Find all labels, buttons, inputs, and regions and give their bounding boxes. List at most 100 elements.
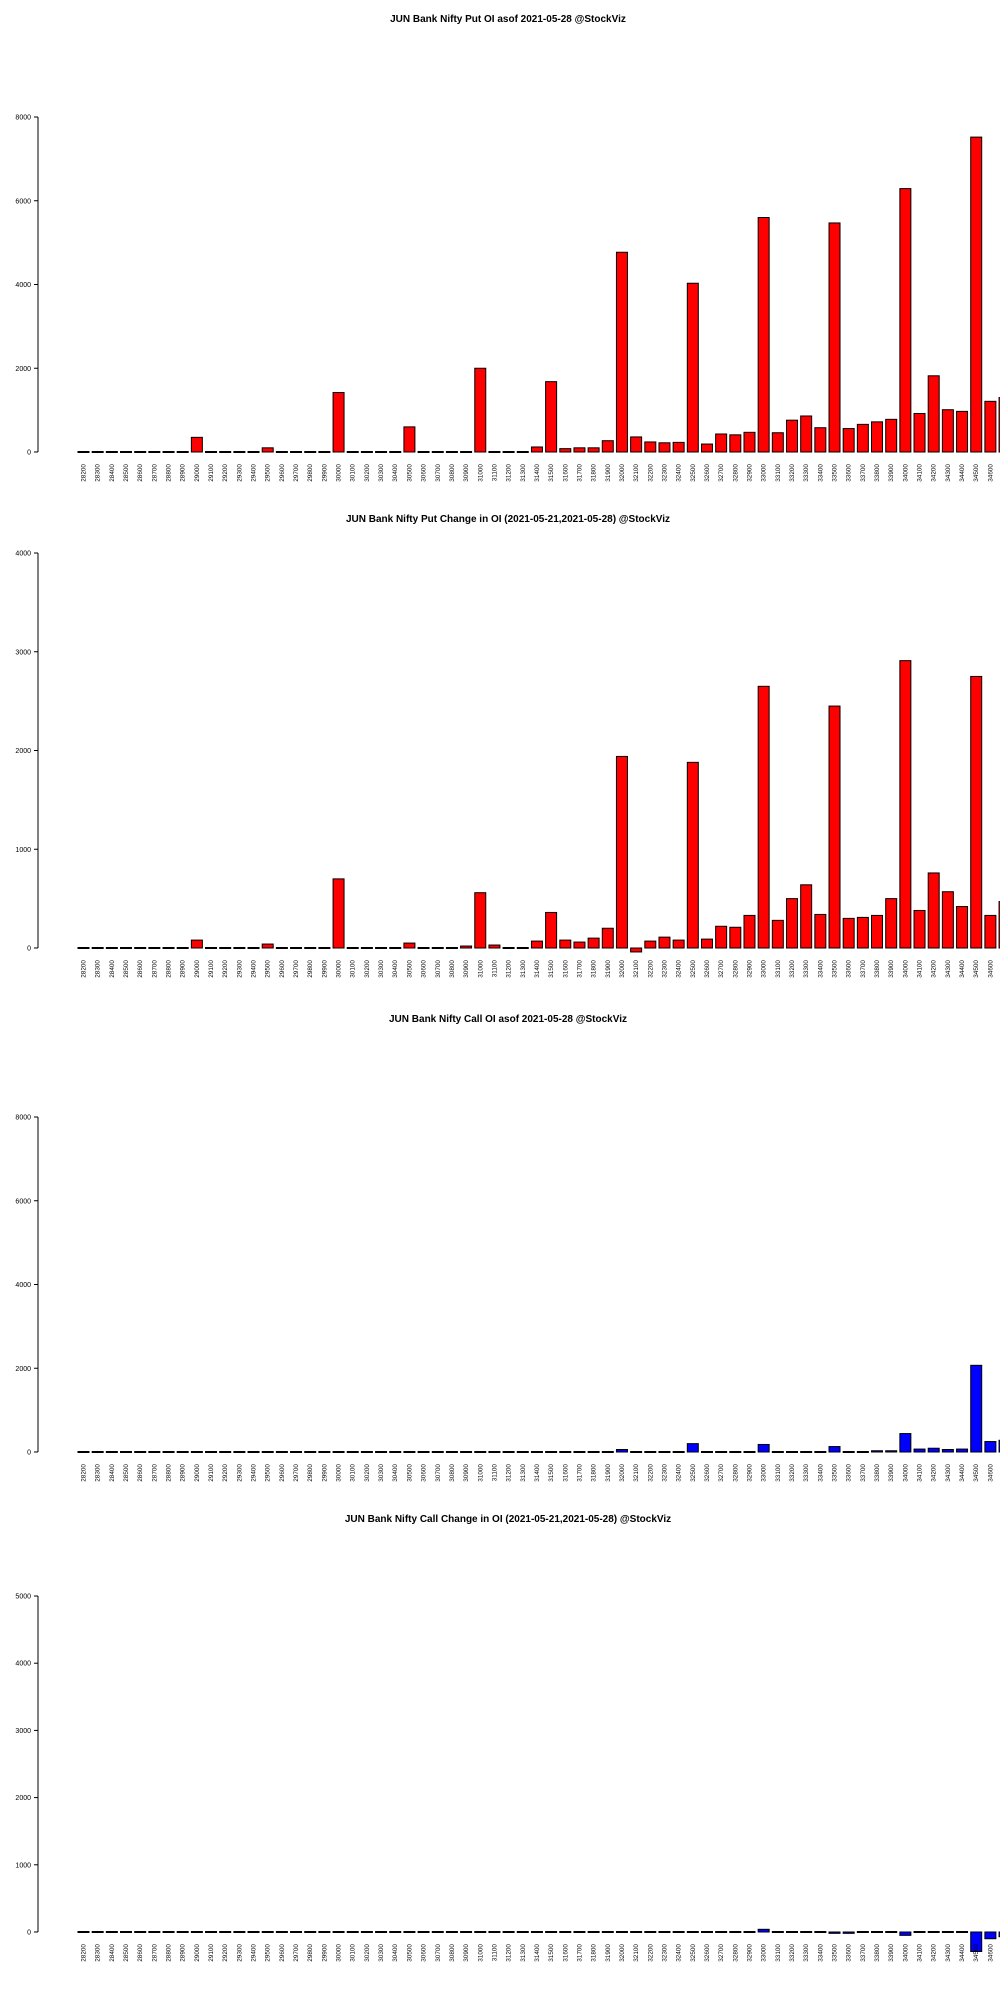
bar-30000 [332, 392, 345, 453]
bar-33400 [814, 427, 827, 453]
bar-31100 [488, 1451, 501, 1453]
chart-panel: JUN Bank Nifty Put Change in OI (2021-05… [15, 514, 1000, 978]
x-tick-label: 31500 [548, 1464, 555, 1482]
x-tick-label: 30000 [336, 1944, 343, 1962]
x-tick-label: 29400 [251, 1464, 258, 1482]
bar-30200 [360, 1451, 373, 1453]
x-tick-label: 31900 [605, 1464, 612, 1482]
bar-29600 [275, 1451, 288, 1453]
x-tick-label: 28900 [180, 1944, 187, 1962]
x-tick-label: 30900 [463, 1464, 470, 1482]
x-tick-label: 30100 [350, 1464, 357, 1482]
x-tick-label: 31100 [491, 1944, 498, 1962]
bar-32000 [615, 1931, 628, 1933]
bar-29400 [247, 451, 260, 453]
bar-30600 [417, 1931, 430, 1933]
x-tick-label: 30500 [406, 960, 413, 978]
x-tick-label: 33500 [832, 1944, 839, 1962]
bar-30400 [389, 1931, 402, 1933]
bar-32800 [729, 1931, 742, 1933]
bar-31600 [559, 1451, 572, 1453]
chart-title: JUN Bank Nifty Put Change in OI (2021-05… [346, 514, 670, 525]
x-tick-label: 32700 [718, 464, 725, 482]
bar-31400 [530, 940, 543, 949]
x-tick-label: 29200 [222, 464, 229, 482]
bar-28800 [162, 1931, 175, 1933]
x-tick-label: 30700 [435, 1464, 442, 1482]
bar-34500 [970, 1931, 983, 1952]
bar-29000 [190, 939, 203, 949]
bar-32600 [700, 443, 713, 453]
y-tick-label: 2000 [15, 366, 31, 373]
x-tick-label: 30700 [435, 960, 442, 978]
bar-33100 [771, 919, 784, 949]
bar-31500 [545, 911, 558, 949]
bar-28700 [148, 1451, 161, 1453]
x-tick-label: 34400 [959, 1944, 966, 1962]
bar-33700 [856, 1931, 869, 1933]
bar-30800 [445, 1931, 458, 1933]
x-tick-label: 28200 [81, 464, 88, 482]
bar-29900 [318, 1451, 331, 1453]
x-tick-label: 29600 [279, 464, 286, 482]
bar-29900 [318, 1931, 331, 1933]
x-tick-label: 30800 [449, 960, 456, 978]
x-tick-label: 31600 [562, 960, 569, 978]
x-tick-label: 30400 [392, 960, 399, 978]
bar-29900 [318, 451, 331, 453]
x-tick-label: 34600 [987, 464, 994, 482]
x-tick-label: 33400 [817, 1944, 824, 1962]
x-tick-label: 32600 [704, 960, 711, 978]
x-tick-label: 31000 [477, 1464, 484, 1482]
x-tick-label: 33900 [888, 464, 895, 482]
x-tick-label: 29100 [208, 464, 215, 482]
bar-29000 [190, 436, 203, 453]
bar-33700 [856, 423, 869, 453]
bar-33500 [828, 1931, 841, 1934]
y-tick-label: 6000 [15, 1198, 31, 1205]
x-tick-label: 31400 [534, 1944, 541, 1962]
bar-31300 [516, 1931, 529, 1933]
bar-33800 [871, 421, 884, 453]
bar-31000 [474, 367, 487, 453]
x-tick-label: 32000 [619, 464, 626, 482]
bar-30100 [346, 1451, 359, 1453]
bar-29300 [233, 947, 246, 949]
bar-30700 [431, 1451, 444, 1453]
bar-32500 [686, 282, 699, 453]
bar-30400 [389, 451, 402, 453]
bar-34300 [941, 1931, 954, 1933]
bar-34100 [913, 1448, 926, 1453]
bar-34300 [941, 891, 954, 949]
x-tick-label: 29800 [307, 960, 314, 978]
x-tick-label: 33700 [860, 960, 867, 978]
bar-30300 [375, 1931, 388, 1933]
bar-30300 [375, 1451, 388, 1453]
bar-30700 [431, 1931, 444, 1933]
x-tick-label: 32500 [690, 1464, 697, 1482]
x-tick-label: 33200 [789, 464, 796, 482]
bar-34600 [984, 400, 997, 453]
bar-34300 [941, 409, 954, 453]
x-tick-label: 34200 [931, 960, 938, 978]
x-tick-label: 28600 [137, 1464, 144, 1482]
bar-33600 [842, 428, 855, 453]
x-tick-label: 33000 [761, 1464, 768, 1482]
bar-28800 [162, 947, 175, 949]
x-tick-label: 31900 [605, 960, 612, 978]
x-tick-label: 31700 [576, 1944, 583, 1962]
bar-32100 [630, 1451, 643, 1453]
bar-28800 [162, 451, 175, 453]
bar-31000 [474, 892, 487, 949]
x-tick-label: 32000 [619, 960, 626, 978]
x-tick-label: 32500 [690, 464, 697, 482]
bar-31500 [545, 1451, 558, 1453]
bar-31600 [559, 1931, 572, 1933]
bar-33200 [786, 1931, 798, 1933]
bar-31900 [601, 927, 614, 949]
bar-28200 [77, 451, 90, 453]
x-tick-label: 31000 [477, 464, 484, 482]
bar-34600 [984, 1441, 997, 1453]
bar-32200 [644, 940, 657, 949]
bar-29600 [275, 947, 288, 949]
